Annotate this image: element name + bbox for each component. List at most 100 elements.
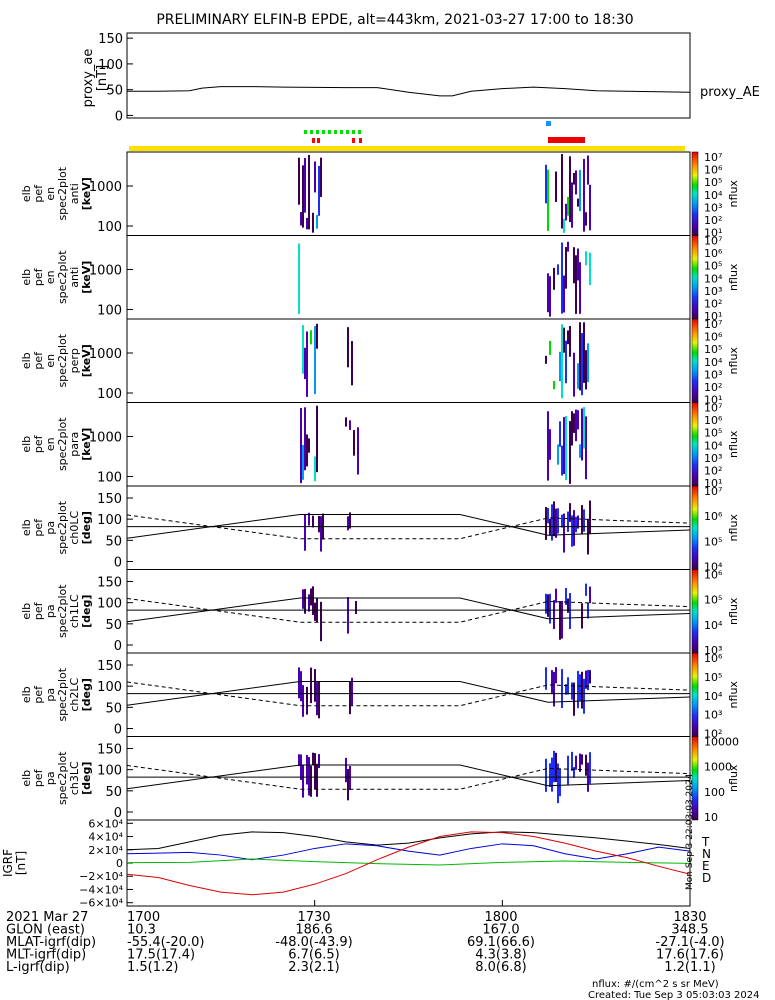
colorbar-tick-label: 10¹ bbox=[704, 310, 722, 323]
panel-ylabel-line: [deg] bbox=[80, 762, 93, 795]
red-tick bbox=[352, 138, 355, 143]
colorbar-tick-label: 10⁴ bbox=[704, 619, 723, 632]
panel-ylabel-line: [deg] bbox=[80, 595, 93, 628]
green-dash bbox=[310, 130, 313, 134]
colorbar bbox=[691, 485, 699, 570]
panel-ylabel-line: elb bbox=[20, 686, 33, 703]
flux-cell bbox=[349, 765, 351, 791]
loss-cone-line bbox=[126, 680, 691, 706]
colorbar-tick-label: 10³ bbox=[704, 644, 722, 657]
panel-ylabel: elbpefpaspec2plotch0LC[deg] bbox=[20, 500, 93, 554]
ephemeris-value: 348.5 bbox=[671, 923, 708, 938]
panel-ylabel-line: pa bbox=[44, 771, 57, 785]
green-dash bbox=[304, 130, 307, 134]
flux-cell bbox=[553, 750, 555, 783]
flux-cell bbox=[314, 753, 316, 790]
flux-cell bbox=[577, 198, 579, 207]
flux-cell bbox=[549, 518, 551, 536]
panel-en-para: 1000100elbpefenspec2plotpara[keV]10⁷10⁶1… bbox=[20, 402, 740, 491]
flux-cell bbox=[573, 172, 575, 185]
flux-cell bbox=[565, 415, 567, 481]
flux-cell bbox=[561, 242, 563, 314]
red-tick bbox=[359, 138, 362, 143]
flux-cell bbox=[587, 602, 589, 619]
green-dash bbox=[334, 130, 337, 134]
spectrogram-panels: 1000100elbpefenspec2plotanti[keV]10⁷10⁶1… bbox=[20, 151, 740, 824]
flux-cell bbox=[547, 411, 549, 481]
flux-cell bbox=[581, 505, 583, 534]
colorbar bbox=[691, 569, 699, 654]
panel-ylabel-line: spec2plot bbox=[56, 584, 69, 638]
ephemeris-value: 1800 bbox=[484, 910, 517, 925]
science-zone-indicators bbox=[129, 121, 685, 151]
igrf-legend-D: D bbox=[702, 871, 711, 885]
igrf-ylabel: IGRF[nT] bbox=[1, 849, 28, 877]
flux-cell bbox=[563, 327, 565, 353]
flux-cell bbox=[555, 667, 557, 684]
flux-cell bbox=[345, 417, 347, 427]
ephemeris-value: 1.5(1.2) bbox=[127, 960, 179, 975]
flux-cell bbox=[312, 752, 314, 765]
flux-cell bbox=[298, 243, 300, 314]
flux-cell bbox=[587, 343, 589, 383]
igrf-ytick-label: −2×10⁴ bbox=[79, 870, 123, 883]
flux-cell bbox=[567, 511, 569, 532]
flux-cell bbox=[347, 327, 349, 368]
panel-ylabel-line: [deg] bbox=[80, 678, 93, 711]
panel-ylabel-line: spec2plot bbox=[56, 417, 69, 471]
flux-cell bbox=[567, 755, 569, 786]
flux-cell bbox=[565, 203, 567, 221]
colorbar-tick-label: 10⁶ bbox=[704, 569, 723, 582]
colorbar-tick-label: 10⁵ bbox=[704, 176, 722, 189]
panel-ylabel-line: en bbox=[44, 437, 57, 451]
panel-pa-ch1: 150 100 50 0 elbpefpaspec2plotch1LC[deg] 10⁶ 1… bbox=[20, 569, 740, 658]
panel-ylabel-line: [deg] bbox=[80, 511, 93, 544]
colorbar-tick-label: 10⁴ bbox=[704, 690, 723, 703]
panel-ylabel-line: pef bbox=[32, 518, 45, 537]
flux-cell bbox=[551, 504, 553, 541]
panel-ylabel-line: elb bbox=[20, 519, 33, 536]
flux-cell bbox=[553, 381, 555, 390]
flux-cell bbox=[585, 583, 587, 596]
colorbar-tick-label: 10⁵ bbox=[704, 260, 722, 273]
flux-cell bbox=[587, 519, 589, 555]
flux-cell bbox=[308, 757, 310, 796]
colorbar-tick-label: 10³ bbox=[704, 452, 722, 465]
flux-cell bbox=[549, 276, 551, 317]
panel-ylabel-line: para bbox=[68, 432, 81, 457]
ephemeris-value: 1730 bbox=[297, 910, 330, 925]
panel-ylabel-line: elb bbox=[20, 352, 33, 369]
flux-cell bbox=[547, 273, 549, 313]
flux-cell bbox=[569, 325, 571, 357]
colorbar-tick-label: 10² bbox=[704, 728, 722, 741]
panel-ylabel: elbpefpaspec2plotch1LC[deg] bbox=[20, 584, 93, 638]
panel-ylabel: elbpefenspec2plotanti[keV] bbox=[20, 250, 93, 304]
flux-cell bbox=[571, 515, 573, 547]
proxy-ae-panel: 150 100 50 0 proxy_AE proxy_ae[nT] bbox=[81, 32, 760, 124]
flux-cell bbox=[559, 421, 561, 447]
green-dash bbox=[322, 130, 325, 134]
green-dash bbox=[328, 130, 331, 134]
panel-ylabel-line: pef bbox=[32, 184, 45, 203]
panel-ylabel-line: ch3LC bbox=[68, 761, 81, 795]
flux-cell bbox=[589, 586, 591, 604]
panel-ylabel-line: ch0LC bbox=[68, 511, 81, 545]
ephemeris-value: 186.6 bbox=[295, 923, 332, 938]
flux-cell bbox=[579, 753, 581, 772]
panel-ylabel-line: elb bbox=[20, 185, 33, 202]
red-bar bbox=[548, 137, 585, 143]
ytick-label: 50 bbox=[105, 785, 122, 800]
flux-cell bbox=[575, 409, 577, 442]
panel-ylabel-line: [keV] bbox=[80, 261, 93, 294]
colorbar-label: nflux bbox=[727, 347, 740, 375]
flux-cell bbox=[304, 514, 306, 551]
colorbar-label: nflux bbox=[727, 597, 740, 625]
flux-cell bbox=[565, 340, 567, 384]
panel-ylabel-line: elb bbox=[20, 770, 33, 787]
panel-frame bbox=[126, 652, 691, 737]
ytick-label: 0 bbox=[114, 806, 122, 821]
flux-cell bbox=[557, 508, 559, 534]
panel-pa-ch0: 150 100 50 0 elbpefpaspec2plotch0LC[deg] 10⁷ 1… bbox=[20, 485, 740, 574]
panel-ylabel-line: elb bbox=[20, 269, 33, 286]
